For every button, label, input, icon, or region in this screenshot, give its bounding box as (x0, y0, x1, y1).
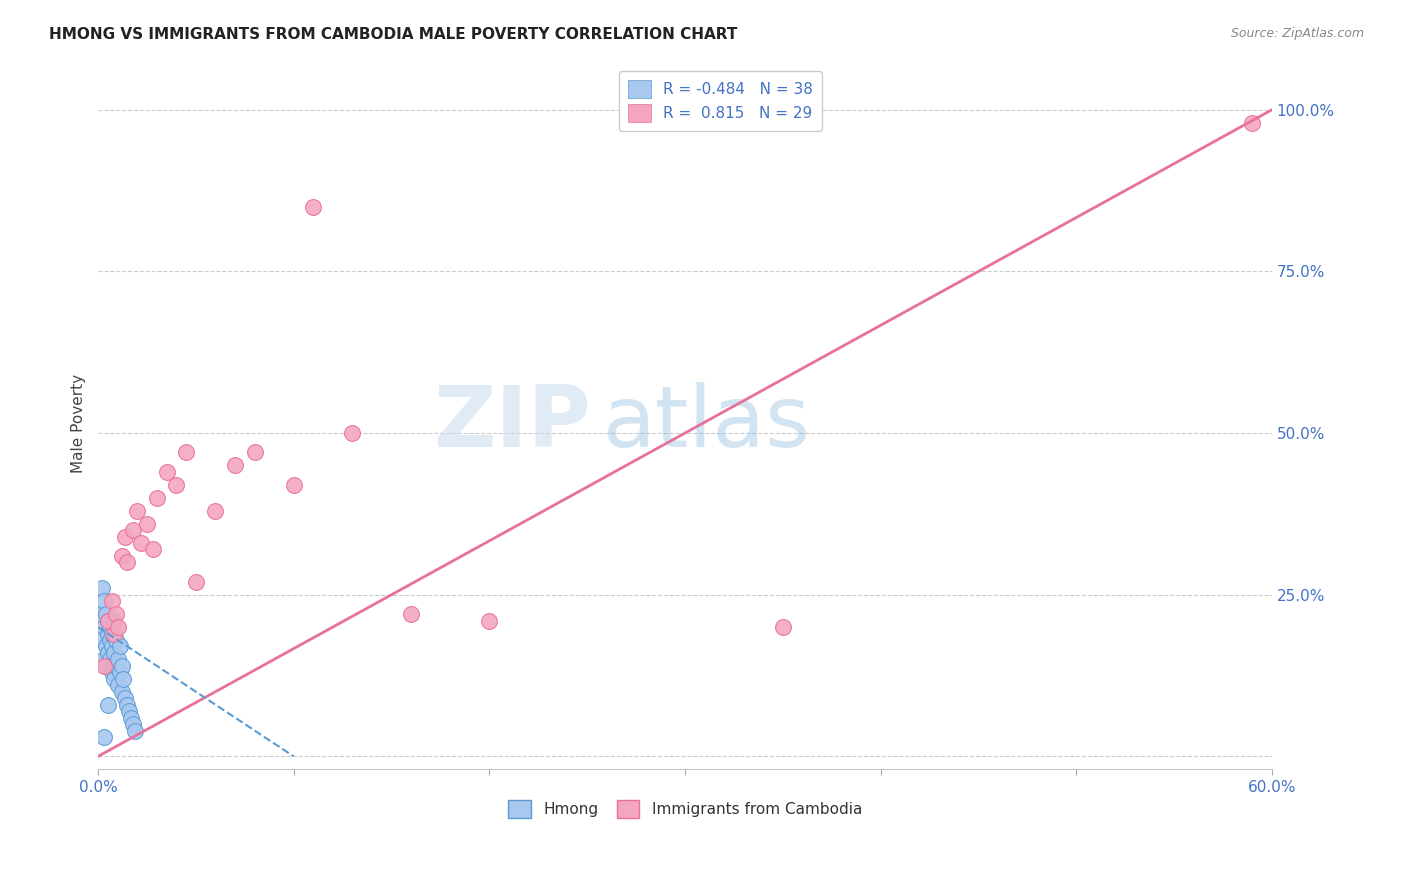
Point (136, 516, 159, 531)
Point (104, 658, 127, 673)
Point (97, 646, 120, 660)
Text: ZIP: ZIP (433, 382, 591, 465)
Point (184, 574, 207, 589)
Point (110, 684, 132, 698)
Point (1241, 116, 1264, 130)
Point (120, 710, 142, 724)
Point (98, 652, 121, 666)
Point (110, 658, 132, 673)
Point (107, 652, 129, 666)
Point (772, 620, 794, 634)
Point (94, 607, 117, 621)
Point (97, 614, 120, 628)
Point (100, 665, 122, 680)
Point (122, 523, 145, 537)
Point (103, 646, 125, 660)
Point (104, 632, 127, 647)
Point (103, 626, 125, 640)
Legend: Hmong, Immigrants from Cambodia: Hmong, Immigrants from Cambodia (502, 794, 868, 824)
Point (93, 594, 115, 608)
Point (204, 503, 226, 517)
Point (142, 542, 165, 557)
Point (117, 698, 139, 712)
Point (107, 678, 129, 692)
Point (103, 614, 125, 628)
Point (399, 607, 422, 621)
Point (91, 632, 114, 647)
Point (97, 698, 120, 712)
Point (114, 529, 136, 543)
Point (107, 620, 129, 634)
Point (93, 620, 115, 634)
Point (98, 620, 121, 634)
Point (127, 503, 149, 517)
Point (122, 717, 145, 731)
Point (224, 458, 246, 473)
Point (91, 581, 114, 595)
Point (100, 594, 122, 608)
Point (112, 672, 135, 686)
Point (93, 730, 115, 744)
Point (118, 704, 141, 718)
Text: Source: ZipAtlas.com: Source: ZipAtlas.com (1230, 27, 1364, 40)
Point (93, 658, 115, 673)
Point (174, 445, 197, 459)
Point (108, 665, 131, 680)
Point (108, 640, 131, 654)
Point (478, 614, 501, 628)
Text: atlas: atlas (603, 382, 811, 465)
Point (93, 652, 115, 666)
Point (94, 640, 117, 654)
Point (283, 477, 305, 491)
Point (100, 626, 122, 640)
Text: HMONG VS IMMIGRANTS FROM CAMBODIA MALE POVERTY CORRELATION CHART: HMONG VS IMMIGRANTS FROM CAMBODIA MALE P… (49, 27, 738, 42)
Point (94, 658, 117, 673)
Point (110, 549, 132, 563)
Point (114, 691, 136, 706)
Point (97, 614, 120, 628)
Point (104, 607, 127, 621)
Point (97, 626, 120, 640)
Point (124, 723, 146, 738)
Point (129, 536, 152, 550)
Point (100, 640, 122, 654)
Point (98, 632, 121, 647)
Y-axis label: Male Poverty: Male Poverty (72, 374, 86, 473)
Point (89, 607, 111, 621)
Point (165, 477, 187, 491)
Point (145, 491, 167, 505)
Point (117, 555, 139, 569)
Point (103, 672, 125, 686)
Point (155, 465, 177, 479)
Point (243, 445, 266, 459)
Point (302, 200, 325, 214)
Point (342, 426, 364, 441)
